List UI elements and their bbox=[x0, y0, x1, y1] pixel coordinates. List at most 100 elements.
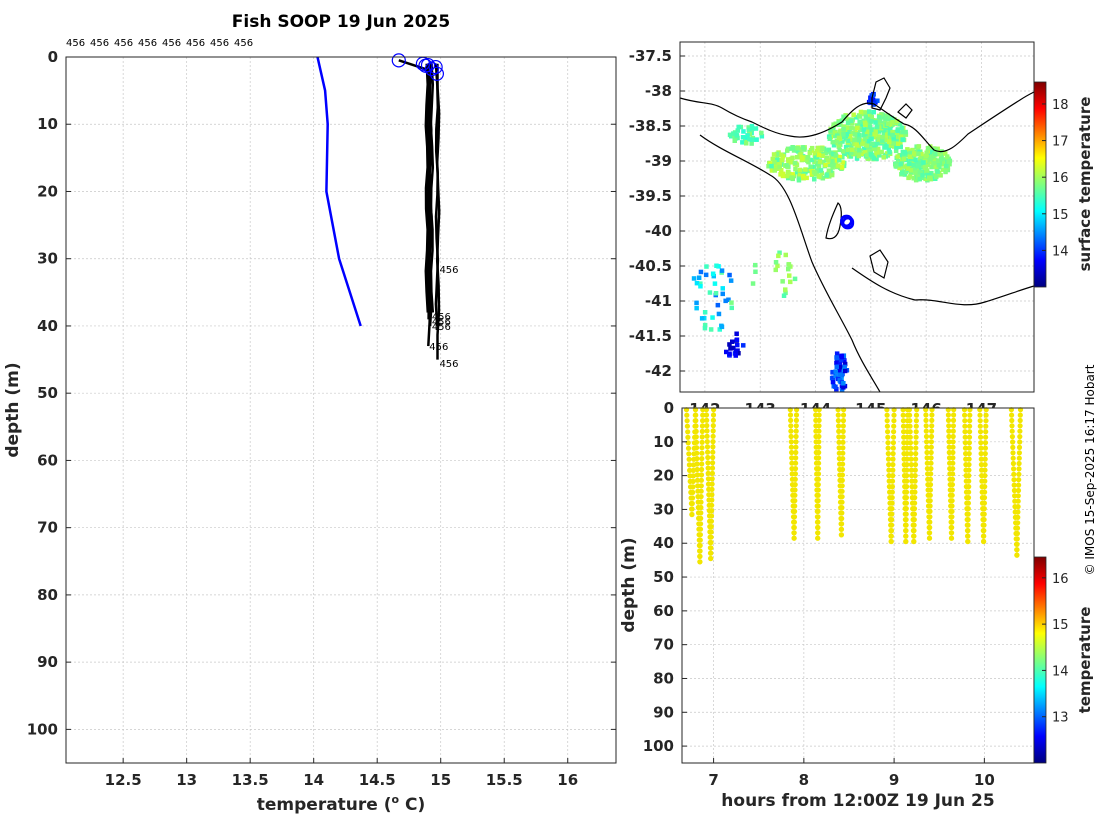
map-sst-pixel bbox=[728, 346, 733, 351]
section-point bbox=[949, 487, 955, 493]
section-point bbox=[962, 440, 968, 446]
map-sst-pixel bbox=[939, 153, 944, 158]
map-sst-pixel bbox=[814, 148, 820, 154]
section-point bbox=[1015, 487, 1022, 494]
map-sst-pixel bbox=[873, 153, 878, 158]
section-point bbox=[792, 487, 798, 493]
map-sst-pixel bbox=[943, 169, 948, 175]
map-sst-pixel bbox=[696, 275, 702, 280]
section-point bbox=[1014, 536, 1020, 542]
section-point bbox=[815, 471, 822, 477]
section-point bbox=[700, 412, 706, 418]
map-sst-pixel bbox=[703, 272, 709, 278]
section-point bbox=[689, 495, 696, 501]
map-colorbar-ticklabel: 15 bbox=[1052, 208, 1069, 223]
section-point bbox=[708, 555, 714, 562]
map-sst-pixel bbox=[943, 157, 948, 162]
map-sst-pixel bbox=[780, 279, 785, 284]
map-sst-pixel bbox=[862, 129, 867, 134]
map-sst-pixel bbox=[910, 147, 915, 153]
section-colorbar bbox=[1033, 556, 1047, 764]
section-ytick-label: 0 bbox=[664, 399, 674, 417]
section-point bbox=[981, 528, 987, 534]
map-sst-pixel bbox=[919, 151, 924, 157]
section-point bbox=[792, 476, 798, 482]
profile-ytick-label: 60 bbox=[37, 451, 58, 469]
section-point bbox=[840, 445, 846, 451]
section-point bbox=[884, 412, 890, 418]
section-point bbox=[913, 456, 919, 462]
section-point bbox=[792, 498, 798, 504]
section-point bbox=[788, 444, 795, 450]
map-sst-pixel bbox=[869, 127, 874, 133]
map-sst-pixel bbox=[864, 143, 870, 148]
map-sst-pixel bbox=[844, 132, 849, 137]
map-sst-pixel bbox=[829, 172, 835, 178]
map-sst-pixel bbox=[704, 264, 709, 269]
map-sst-pixel bbox=[753, 269, 758, 274]
section-point bbox=[927, 524, 933, 531]
section-point bbox=[836, 439, 842, 445]
map-sst-pixel bbox=[801, 173, 806, 179]
profile-surface-connector bbox=[398, 59, 426, 71]
section-point bbox=[962, 423, 968, 429]
profile-ytick-label: 90 bbox=[37, 653, 58, 671]
section-point bbox=[788, 423, 794, 429]
map-sst-pixel bbox=[775, 166, 780, 171]
map-sst-pixel bbox=[814, 168, 820, 173]
section-point bbox=[904, 473, 910, 479]
map-sst-pixel bbox=[881, 155, 886, 160]
section-point bbox=[694, 461, 700, 467]
map-sst-pixel bbox=[888, 126, 893, 131]
section-point bbox=[1016, 460, 1022, 467]
map-sst-pixel bbox=[694, 300, 699, 306]
section-point bbox=[983, 434, 989, 440]
map-sst-pixel bbox=[890, 132, 895, 138]
map-sst-pixel bbox=[733, 348, 739, 354]
section-point bbox=[699, 428, 705, 434]
map-sst-pixel bbox=[731, 345, 736, 351]
map-sst-pixel bbox=[727, 342, 732, 347]
section-point bbox=[816, 460, 822, 466]
map-sst-pixel bbox=[824, 173, 829, 178]
section-xtick-label: 7 bbox=[708, 771, 718, 789]
section-point bbox=[912, 500, 918, 506]
map-sst-pixel bbox=[719, 324, 725, 330]
section-point bbox=[815, 482, 821, 488]
section-point bbox=[908, 467, 915, 473]
section-point bbox=[710, 428, 716, 434]
section-point bbox=[927, 503, 933, 509]
section-point bbox=[1015, 504, 1021, 510]
profile-top-label: 456 bbox=[234, 38, 253, 49]
section-point bbox=[708, 539, 714, 546]
map-sst-pixel bbox=[850, 147, 855, 152]
section-point bbox=[789, 460, 795, 466]
section-point bbox=[904, 456, 910, 462]
section-point bbox=[787, 412, 794, 418]
map-sst-pixel bbox=[844, 125, 850, 130]
map-sst-pixel bbox=[869, 136, 874, 141]
section-point bbox=[791, 519, 798, 525]
map-sst-pixel bbox=[734, 331, 739, 336]
section-point bbox=[697, 532, 704, 538]
section-point bbox=[903, 489, 910, 495]
map-sst-pixel bbox=[759, 130, 764, 136]
section-point bbox=[949, 530, 955, 536]
map-sst-pixel bbox=[791, 148, 797, 153]
section-point bbox=[900, 412, 906, 418]
section-point bbox=[950, 449, 956, 456]
section-point bbox=[907, 434, 913, 440]
section-ytick-label: 70 bbox=[653, 636, 674, 654]
map-sst-pixel bbox=[723, 298, 728, 304]
section-point bbox=[889, 511, 895, 517]
map-sst-pixel bbox=[710, 315, 715, 320]
section-point bbox=[709, 476, 715, 482]
section-point bbox=[977, 429, 984, 435]
section-point bbox=[839, 494, 845, 500]
section-point bbox=[913, 423, 919, 429]
map-sst-pixel bbox=[842, 134, 847, 140]
profile-xlabel: temperature (o C) bbox=[257, 793, 426, 815]
map-sst-pixel bbox=[863, 136, 868, 142]
section-point bbox=[708, 524, 714, 530]
section-point bbox=[891, 412, 897, 418]
